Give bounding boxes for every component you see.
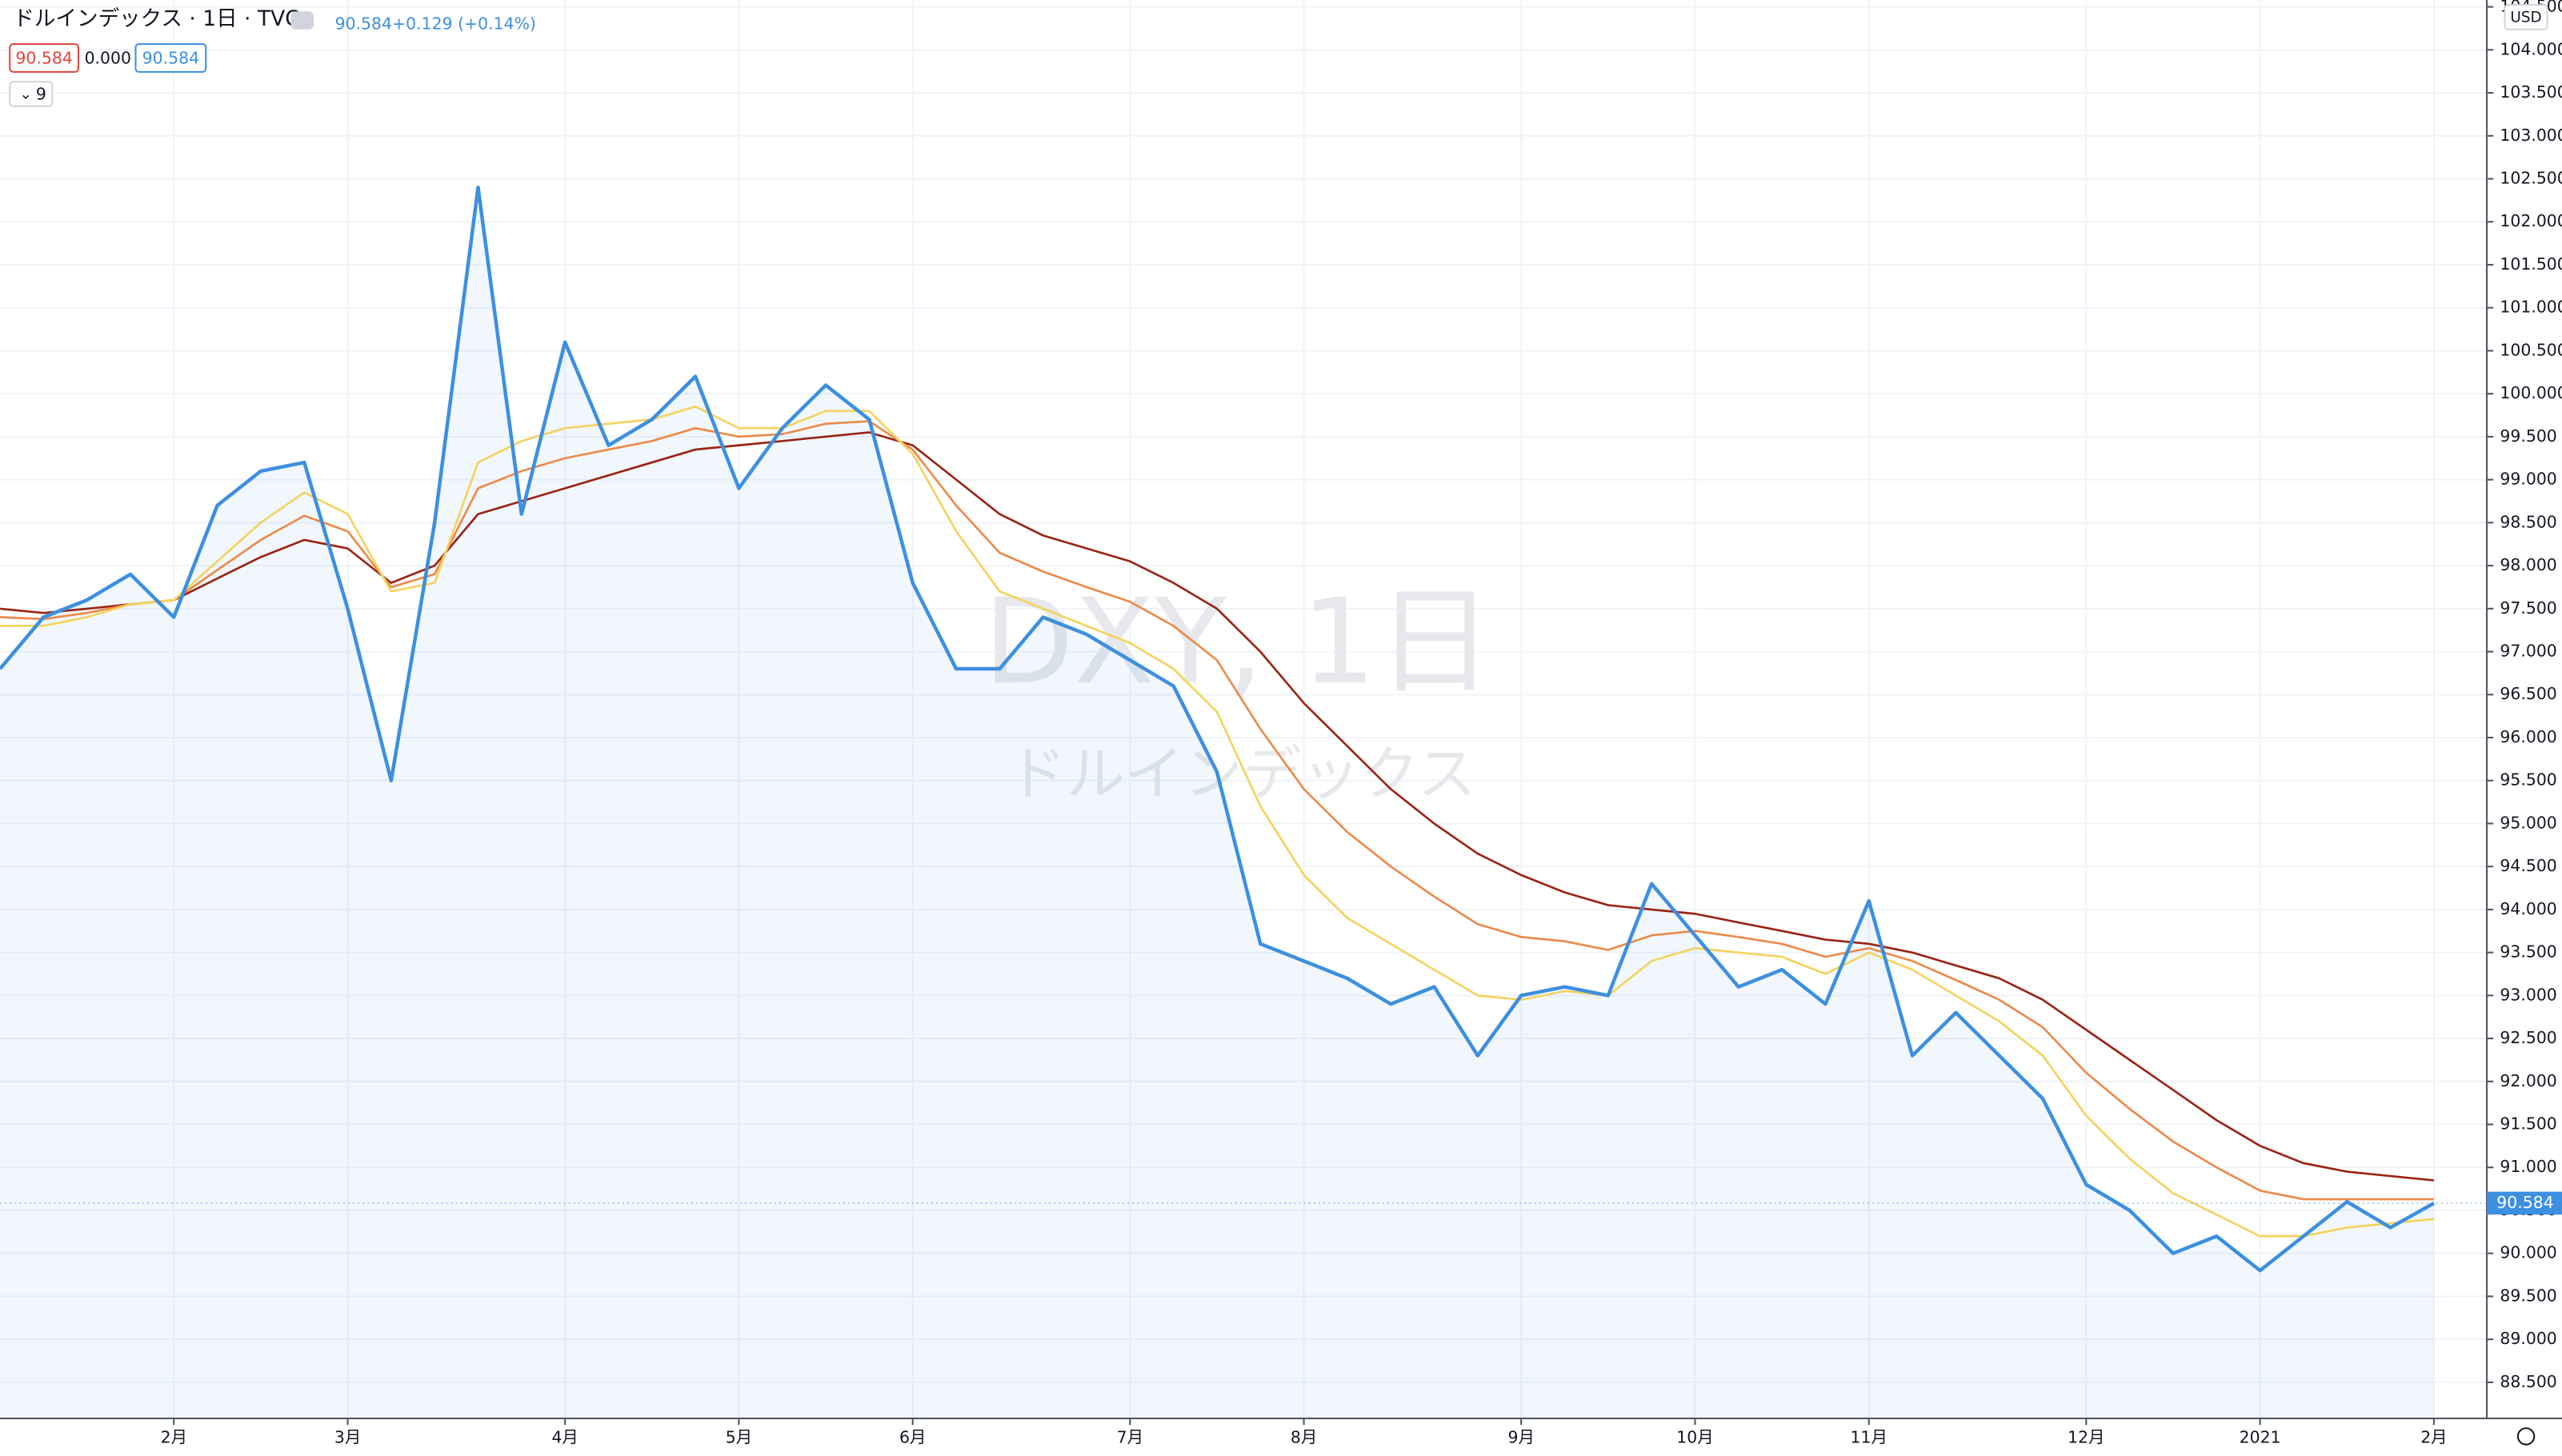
- y-tick-label: 102.000: [2500, 211, 2562, 230]
- y-tick-label: 91.000: [2500, 1157, 2556, 1176]
- currency: USD: [2510, 9, 2541, 26]
- watermark-symbol: DXY, 1日: [983, 574, 1494, 710]
- x-tick-label: 2月: [2420, 1428, 2447, 1447]
- ema-line: [0, 431, 2435, 1182]
- y-tick-label: 95.000: [2500, 813, 2556, 832]
- header-change: +0.129 (+0.14%): [392, 14, 536, 34]
- bid-badge: [9, 43, 80, 73]
- x-tick-label: 8月: [1291, 1428, 1317, 1447]
- y-tick-label: 97.500: [2500, 598, 2556, 618]
- y-tick-label: 96.500: [2500, 684, 2556, 703]
- x-tick-label: 11月: [1851, 1428, 1887, 1447]
- y-tick-label: 94.000: [2500, 899, 2556, 918]
- x-tick-label: 2021: [2240, 1428, 2281, 1447]
- x-tick-label: 5月: [726, 1428, 752, 1447]
- bid-value: 90.584: [15, 49, 72, 68]
- ask-value: 90.584: [142, 49, 199, 68]
- grid: [0, 0, 2488, 1419]
- x-tick-label: 9月: [1507, 1428, 1534, 1447]
- indicator-chevron: ⌄: [20, 86, 32, 102]
- y-tick-label: 89.500: [2500, 1286, 2556, 1305]
- ema-line: [0, 405, 2435, 1238]
- price-line: [0, 186, 2435, 1273]
- y-tick-label: 90.000: [2500, 1243, 2556, 1262]
- last-price-label: 90.584: [2496, 1193, 2553, 1212]
- y-tick-label: 100.000: [2500, 383, 2562, 402]
- x-tick-label: 4月: [551, 1428, 578, 1447]
- y-tick-label: 99.500: [2500, 426, 2556, 446]
- watermark-name: ドルインデックス: [1007, 740, 1476, 808]
- y-tick-label: 93.000: [2500, 985, 2556, 1004]
- indicator-count: 9: [36, 84, 46, 103]
- y-tick-label: 104.000: [2500, 39, 2562, 58]
- y-tick-label: 94.500: [2500, 856, 2556, 875]
- symbol-title: ドルインデックス · 1日 · TVC: [13, 6, 300, 31]
- y-tick-label: 88.500: [2500, 1372, 2556, 1391]
- x-tick-label: 7月: [1117, 1428, 1143, 1447]
- ask-badge: [134, 43, 207, 73]
- y-tick-label: 103.000: [2500, 126, 2562, 145]
- y-tick-label: 101.000: [2500, 298, 2562, 317]
- y-tick-label: 92.500: [2500, 1028, 2556, 1047]
- y-tick-label: 95.500: [2500, 770, 2556, 790]
- x-tick-label: 10月: [1676, 1428, 1713, 1447]
- y-tick-label: 100.500: [2500, 340, 2562, 359]
- y-tick-label: 91.500: [2500, 1114, 2556, 1134]
- y-tick-label: 103.500: [2500, 82, 2562, 102]
- y-tick-label: 101.500: [2500, 254, 2562, 274]
- x-tick-label: 12月: [2068, 1428, 2104, 1447]
- last-price-tag: [2487, 1191, 2562, 1215]
- currency-badge[interactable]: [2504, 4, 2548, 30]
- x-tick-label: 6月: [899, 1428, 926, 1447]
- y-tick-label: 92.000: [2500, 1071, 2556, 1090]
- ema-line: [0, 420, 2434, 1201]
- y-tick-label: 98.500: [2500, 512, 2556, 531]
- price-area: [0, 187, 2434, 1419]
- x-tick-label: 2月: [161, 1428, 187, 1447]
- y-tick-label: 102.500: [2500, 169, 2562, 188]
- y-tick-label: 89.000: [2500, 1329, 2556, 1348]
- y-tick-label: 93.500: [2500, 942, 2556, 962]
- plot: [0, 186, 2435, 1419]
- y-tick-label: 96.000: [2500, 727, 2556, 746]
- settings-icon[interactable]: [2516, 1427, 2536, 1446]
- y-tick-label: 99.000: [2500, 470, 2556, 489]
- y-tick-label: 97.000: [2500, 642, 2556, 661]
- collapse-button[interactable]: [290, 11, 314, 30]
- y-tick-label: 98.000: [2500, 555, 2556, 574]
- spread-value: 0.000: [85, 49, 131, 68]
- header-last: 90.584: [335, 14, 392, 34]
- indicator-toggle[interactable]: [9, 81, 54, 107]
- x-tick-label: 3月: [334, 1428, 361, 1447]
